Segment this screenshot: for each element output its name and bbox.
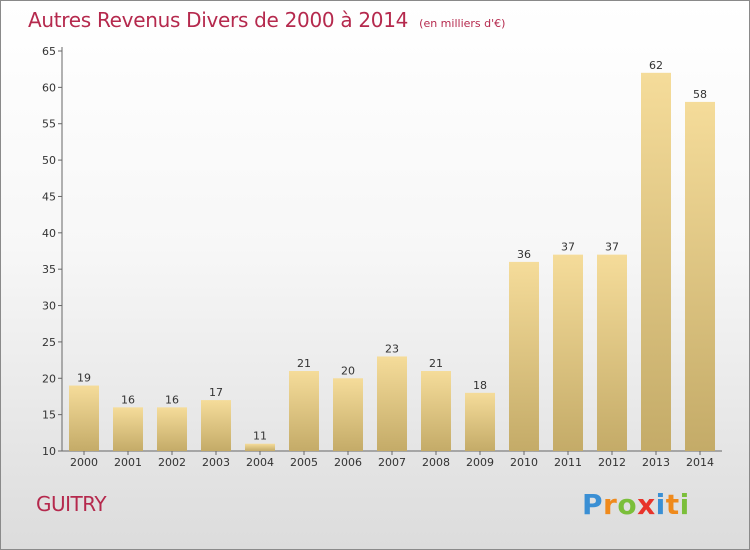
data-label: 21 bbox=[297, 357, 311, 370]
x-tick-label: 2010 bbox=[510, 456, 538, 469]
x-tick-label: 2000 bbox=[70, 456, 98, 469]
bar-2006 bbox=[333, 378, 363, 451]
y-tick-label: 20 bbox=[42, 372, 56, 385]
logo-letter: t bbox=[665, 488, 680, 521]
bar-2003 bbox=[201, 400, 231, 451]
data-label: 21 bbox=[429, 357, 443, 370]
x-tick-label: 2011 bbox=[554, 456, 582, 469]
logo-letter: x bbox=[637, 488, 656, 521]
bars bbox=[69, 72, 715, 452]
chart-title-unit: (en milliers d'€) bbox=[419, 17, 506, 30]
y-tick-label: 65 bbox=[42, 45, 56, 58]
x-tick-label: 2009 bbox=[466, 456, 494, 469]
logo-letter: i bbox=[679, 488, 690, 521]
x-tick-label: 2002 bbox=[158, 456, 186, 469]
x-tick-label: 2003 bbox=[202, 456, 230, 469]
y-tick-label: 30 bbox=[42, 300, 56, 313]
chart-title: Autres Revenus Divers de 2000 à 2014 (en… bbox=[28, 8, 505, 32]
data-label: 37 bbox=[561, 241, 575, 254]
x-tick-label: 2007 bbox=[378, 456, 406, 469]
logo-letter: i bbox=[655, 488, 666, 521]
y-tick-label: 50 bbox=[42, 154, 56, 167]
x-tick-label: 2013 bbox=[642, 456, 670, 469]
bar-2001 bbox=[113, 407, 143, 451]
bar-2002 bbox=[157, 407, 187, 451]
x-tick-label: 2004 bbox=[246, 456, 274, 469]
bar-2004 bbox=[245, 443, 275, 451]
logo-letter: P bbox=[582, 488, 604, 521]
bar-2008 bbox=[421, 371, 451, 451]
data-label: 23 bbox=[385, 342, 399, 355]
x-tick-label: 2012 bbox=[598, 456, 626, 469]
y-tick-label: 25 bbox=[42, 336, 56, 349]
y-tick-label: 35 bbox=[42, 263, 56, 276]
data-label: 16 bbox=[165, 393, 179, 406]
data-label: 58 bbox=[693, 88, 707, 101]
x-tick-label: 2006 bbox=[334, 456, 362, 469]
x-tick-label: 2008 bbox=[422, 456, 450, 469]
data-label: 36 bbox=[517, 248, 531, 261]
bar-2012 bbox=[597, 254, 627, 451]
data-label: 37 bbox=[605, 241, 619, 254]
data-label: 11 bbox=[253, 430, 267, 443]
y-tick-label: 40 bbox=[42, 227, 56, 240]
bar-2010 bbox=[509, 261, 539, 451]
bar-2013 bbox=[641, 72, 671, 452]
y-tick-label: 15 bbox=[42, 409, 56, 422]
data-label: 19 bbox=[77, 372, 91, 385]
y-tick-label: 45 bbox=[42, 190, 56, 203]
commune-name: GUITRY bbox=[36, 492, 107, 516]
proxiti-logo: Proxiti bbox=[582, 488, 690, 521]
bar-2011 bbox=[553, 254, 583, 451]
bar-2005 bbox=[289, 371, 319, 451]
data-label: 18 bbox=[473, 379, 487, 392]
y-tick-label: 60 bbox=[42, 81, 56, 94]
logo-letter: o bbox=[617, 488, 638, 521]
x-tick-label: 2014 bbox=[686, 456, 714, 469]
data-labels: 19 16 16 17 11 21 20 23 21 18 36 37 37 62 58 bbox=[77, 59, 707, 443]
logo-letter: r bbox=[603, 488, 618, 521]
data-label: 16 bbox=[121, 393, 135, 406]
bar-2000 bbox=[69, 385, 99, 451]
y-tick-label: 55 bbox=[42, 118, 56, 131]
bar-2009 bbox=[465, 392, 495, 451]
data-label: 62 bbox=[649, 59, 663, 72]
x-tick-label: 2001 bbox=[114, 456, 142, 469]
x-tick-label: 2005 bbox=[290, 456, 318, 469]
bar-2007 bbox=[377, 356, 407, 451]
chart-title-main: Autres Revenus Divers de 2000 à 2014 bbox=[28, 8, 409, 32]
data-label: 20 bbox=[341, 364, 355, 377]
y-tick-label: 10 bbox=[42, 445, 56, 458]
bar-2014 bbox=[685, 101, 715, 451]
data-label: 17 bbox=[209, 386, 223, 399]
